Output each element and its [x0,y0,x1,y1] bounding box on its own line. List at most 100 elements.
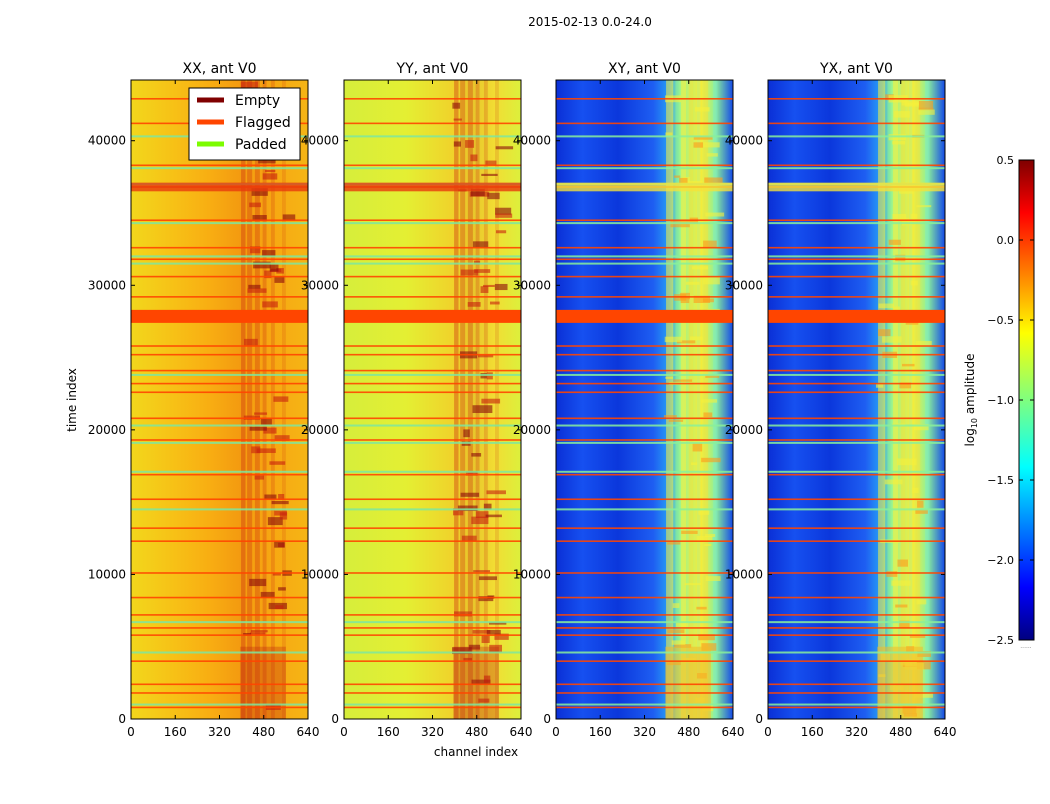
heatmap-blob [262,173,278,180]
heatmap-blob [486,629,501,635]
flagged-row [556,660,733,662]
heatmap-blob [265,170,276,173]
heatmap-blob [251,188,268,196]
flagged-row [131,634,308,636]
heatmap-blob [897,559,908,567]
y-tick-label: 20000 [513,423,551,437]
heatmap-blob [472,405,493,414]
x-tick-label: 160 [164,725,187,739]
x-tick-label: 640 [297,725,320,739]
padded-row [556,508,733,511]
heatmap-blob [897,458,917,466]
heatmap-blob [667,542,681,545]
flagged-row [131,572,308,574]
heatmap-blob [690,336,703,341]
padded-row [768,441,945,444]
flagged-row [768,683,945,686]
heatmap-blob [916,661,931,670]
heatmap-blob [463,429,470,438]
channel-column [262,80,267,719]
heatmap-blob [892,213,907,220]
flagged-row [556,473,733,476]
colorbar-tick-label: −2.5 [987,634,1014,647]
padded-row [768,651,945,654]
heatmap-blob [256,448,276,453]
heatmap-blob [703,277,720,285]
padded-row [344,222,521,225]
x-tick-label: 480 [677,725,700,739]
padded-row [768,167,945,170]
heatmap-blob [253,261,271,269]
flagged-row [344,439,521,441]
heatmap-blob [488,621,507,625]
flagged-row [768,540,945,542]
flagged-row [556,572,733,574]
heatmap-blob [676,621,689,627]
flagged-row [131,219,308,222]
heatmap-blob [895,604,908,608]
flagged-row [768,439,945,441]
heatmap-blob [701,457,721,463]
flagged-row [344,660,521,662]
flagged-row [768,498,945,501]
padded-row [344,373,521,376]
x-tick-label: 320 [633,725,656,739]
flagged-row [768,258,945,261]
heatmap-blob [705,212,725,217]
heatmap-blob [240,81,258,89]
flagged-row [556,353,733,356]
heatmap-blob [910,280,918,286]
channel-column [909,80,913,719]
heatmap-blob [250,630,268,633]
flagged-row [344,353,521,356]
heatmap-blob [470,188,485,197]
heatmap-blob [250,246,261,254]
flagged-row [556,345,733,347]
heatmap-blob [252,215,267,221]
heatmap-blob [665,376,673,379]
y-tick-label: 10000 [301,567,339,581]
heatmap-blob [271,501,289,505]
heatmap-blob [917,651,931,657]
x-tick-label: 480 [465,725,488,739]
heatmap-blob [278,587,286,591]
flagged-row [556,246,733,249]
y-tick-label: 0 [331,712,339,726]
heatmap-blob [679,177,688,184]
heatmap-blob [894,111,910,118]
flagged-row [344,417,521,420]
heatmap-blob [495,213,513,218]
heatmap-blob [704,543,712,547]
heatmap-blob [878,303,894,309]
heatmap-blob [899,620,910,629]
padded-row [344,703,521,706]
heatmap-blob [269,264,279,272]
heatmap-blob [254,475,265,480]
heatmap-blob [478,576,497,581]
x-tick-label: 320 [208,725,231,739]
heatmap-blob [460,492,480,497]
flagged-row [556,391,733,394]
heatmap-blob [453,118,462,121]
padded-row [768,222,945,225]
flagged-row [556,596,733,599]
y-tick-label: 10000 [513,567,551,581]
heatmap-blob [681,530,698,534]
y-tick-label: 30000 [88,278,126,292]
heatmap-blob [913,424,929,431]
padded-row [344,470,521,473]
flagged-row [344,275,521,278]
flagged-row [768,345,945,347]
heatmap-blob [895,254,906,262]
heatmap-blob [274,540,285,548]
padded-row [344,621,521,624]
flagged-row [768,164,945,167]
flagged-row [768,353,945,356]
x-tick-label: 160 [801,725,824,739]
heatmap-blob [686,180,703,184]
channel-column [254,80,260,719]
figure-title: 2015-02-13 0.0-24.0 [528,15,652,29]
heatmap-blob [467,302,481,307]
heatmap-blob [272,573,281,576]
heatmap-blob [262,250,276,257]
